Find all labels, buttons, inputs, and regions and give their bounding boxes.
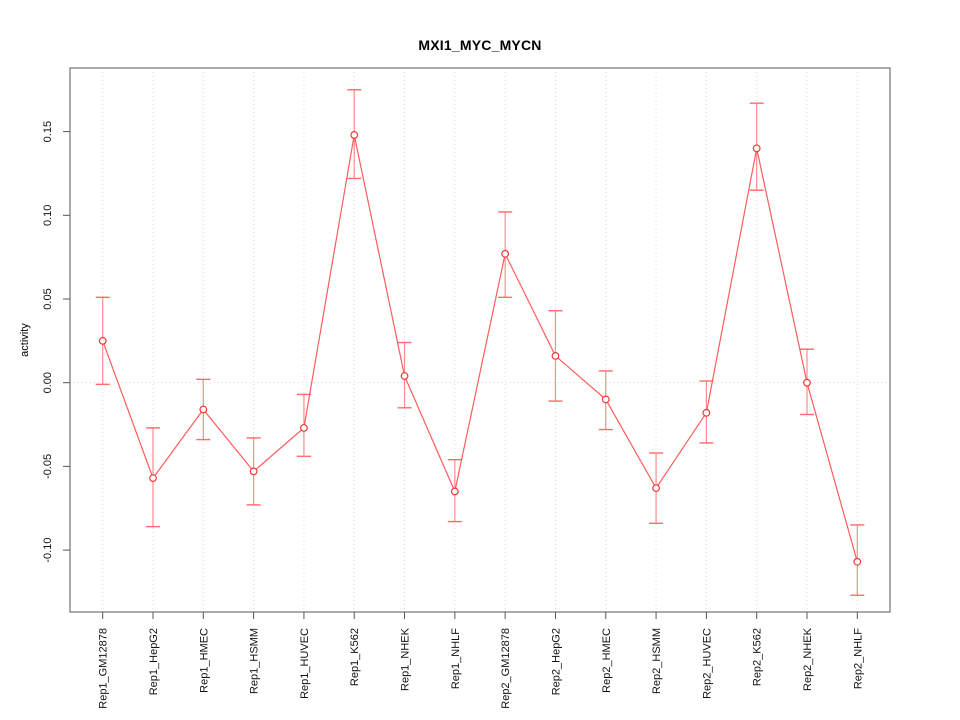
x-tick-label: Rep2_HMEC: [601, 628, 613, 693]
y-tick-label: 0.15: [42, 121, 54, 142]
x-tick-label: Rep1_HUVEC: [299, 628, 311, 699]
data-point-marker: [702, 408, 711, 417]
data-point-marker: [300, 423, 308, 432]
x-tick-label: Rep1_HepG2: [148, 628, 160, 695]
chart-title: MXI1_MYC_MYCN: [418, 37, 542, 53]
data-point-marker: [98, 336, 107, 345]
data-point-marker: [249, 467, 258, 476]
data-point-marker: [652, 484, 660, 493]
x-tick-label: Rep2_HSMM: [651, 628, 663, 694]
data-point-marker: [601, 395, 610, 404]
y-tick-label: 0.10: [42, 205, 54, 226]
data-point-marker: [803, 378, 811, 387]
data-point-marker: [501, 249, 510, 258]
data-point-marker: [853, 557, 862, 566]
x-tick-label: Rep2_HUVEC: [701, 628, 713, 699]
x-tick-label: Rep2_NHLF: [852, 628, 864, 689]
x-tick-label: Rep1_NHLF: [450, 628, 462, 689]
data-point-marker: [450, 487, 459, 496]
data-point-marker: [752, 144, 761, 153]
y-tick-label: 0.00: [42, 372, 54, 393]
x-tick-label: Rep2_K562: [752, 628, 764, 686]
x-tick-label: Rep1_K562: [349, 628, 361, 686]
x-tick-label: Rep1_HSMM: [249, 628, 261, 694]
x-tick-label: Rep1_HMEC: [198, 628, 210, 693]
x-tick-label: Rep1_GM12878: [98, 628, 110, 709]
x-tick-label: Rep2_HepG2: [550, 628, 562, 695]
data-point-marker: [149, 474, 157, 482]
data-point-marker: [400, 372, 409, 380]
series-line: [102, 134, 858, 562]
y-tick-label: -0.10: [42, 538, 54, 563]
y-tick-label: 0.05: [42, 288, 54, 309]
plot-border: [69, 67, 891, 613]
x-tick-label: Rep1_NHEK: [400, 627, 412, 691]
x-tick-label: Rep2_GM12878: [500, 628, 512, 709]
data-point-marker: [199, 405, 208, 414]
y-tick-label: -0.05: [42, 454, 54, 479]
data-point-marker: [350, 131, 359, 139]
data-point-marker: [551, 352, 560, 360]
x-tick-label: Rep2_NHEK: [802, 627, 814, 691]
